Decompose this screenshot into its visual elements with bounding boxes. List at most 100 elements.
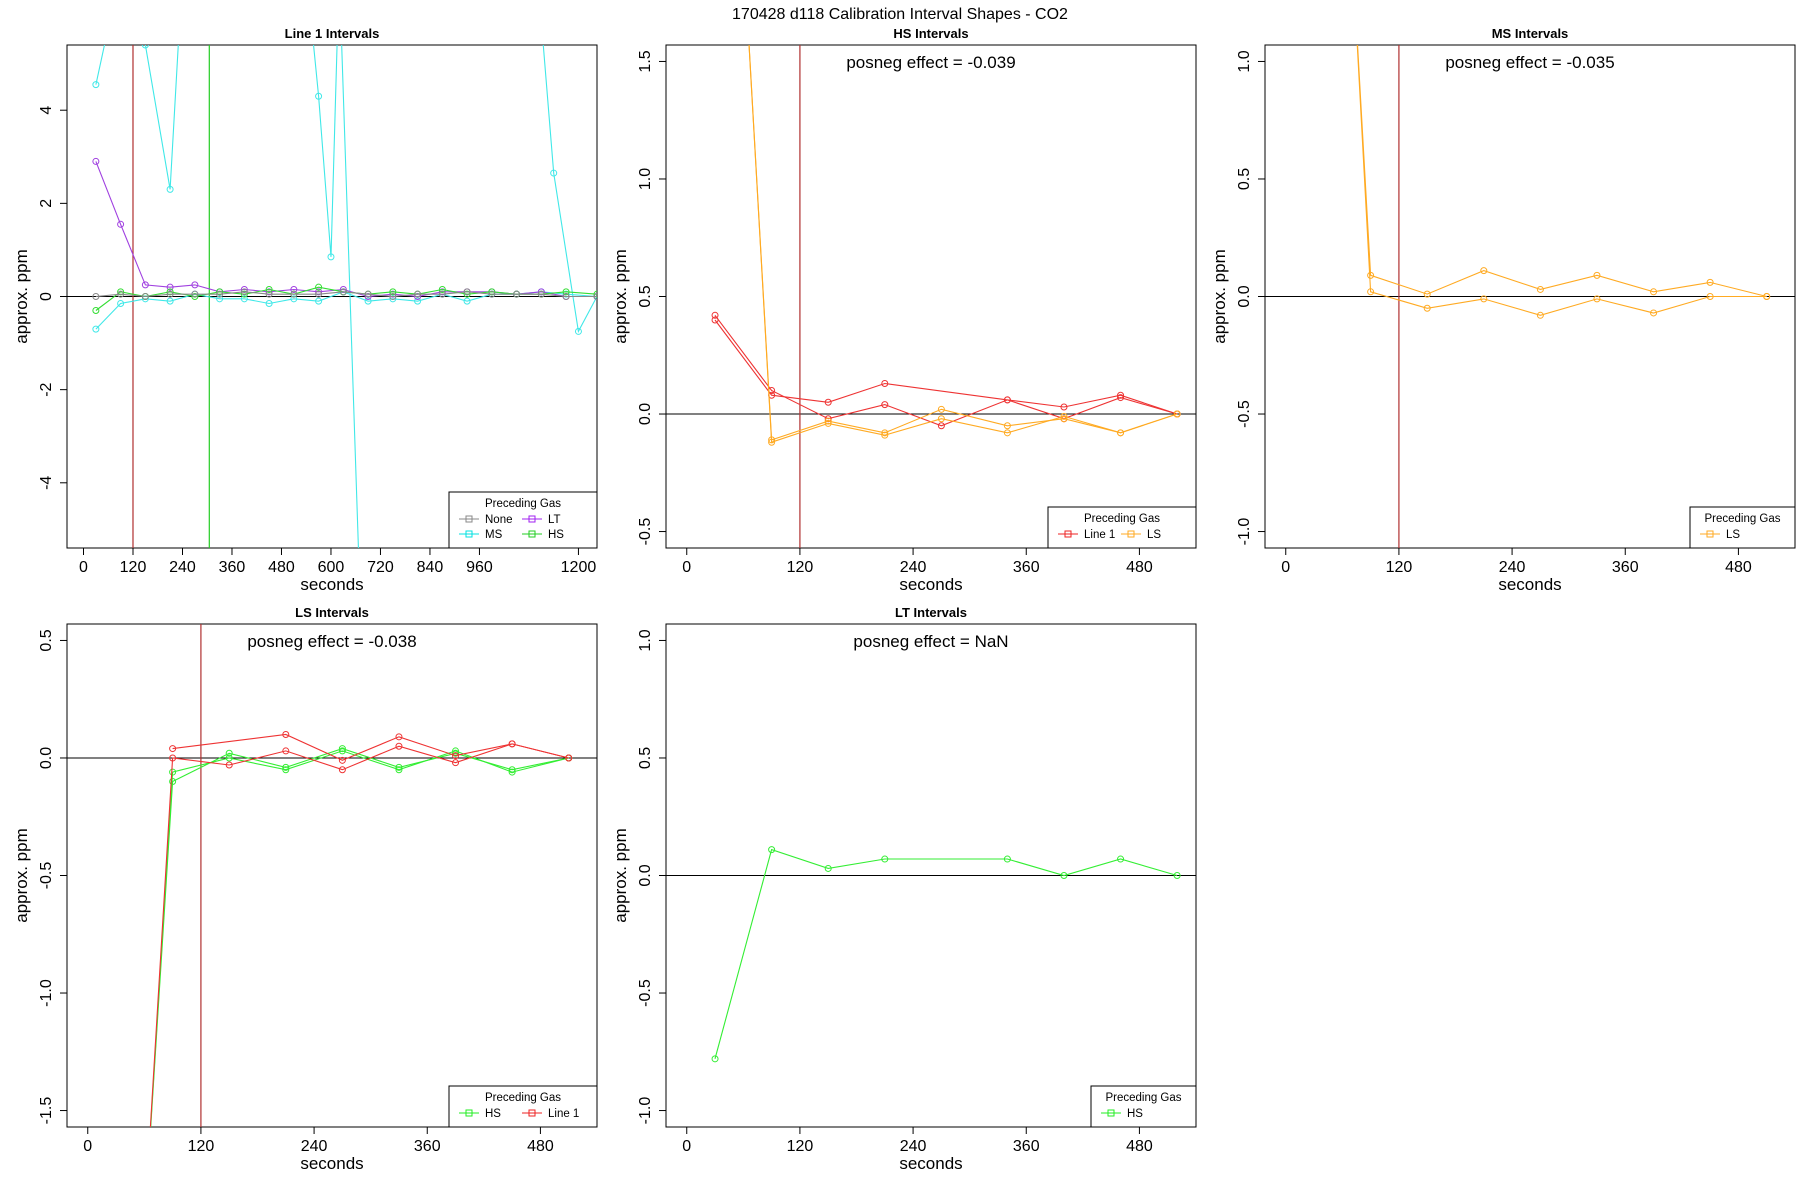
data-point: [395, 742, 403, 750]
series-line: [172, 733, 569, 761]
x-tick-label: 120: [1386, 559, 1413, 576]
y-tick-label: -0.5: [637, 979, 654, 1007]
data-point: [240, 286, 248, 294]
data-point: [824, 419, 832, 427]
legend: Preceding Gas LS: [1689, 506, 1796, 549]
data-point: [166, 297, 174, 305]
data-point: [290, 286, 298, 294]
data-point: [881, 379, 889, 387]
y-tick-label: -1.0: [1236, 518, 1253, 546]
panel-3: MS Intervals 0 120 240 360 480 -1.0 -0.5 0.0 0.5 1…: [1210, 26, 1796, 594]
data-point: [92, 325, 100, 333]
y-tick-label: 4: [38, 106, 55, 115]
data-point: [395, 733, 403, 741]
x-tick-label: 120: [120, 559, 147, 576]
data-point: [1060, 403, 1068, 411]
data-point: [92, 157, 100, 165]
y-tick-label: -0.5: [637, 518, 654, 546]
data-point: [562, 293, 570, 300]
series-line: [95, 45, 179, 190]
plot-area: [67, 624, 597, 1127]
x-tick-label: 480: [1126, 559, 1153, 576]
series-line: [150, 750, 569, 1127]
legend-swatch-marker: [528, 515, 536, 523]
data-point: [1423, 290, 1431, 298]
x-tick-label: 0: [682, 559, 691, 576]
legend-entry: HS: [548, 529, 564, 541]
x-tick-label: 720: [367, 559, 394, 576]
data-point: [315, 283, 323, 291]
data-point: [169, 768, 177, 776]
data-point: [282, 766, 290, 774]
data-point: [438, 286, 446, 294]
legend-entry: MS: [485, 529, 503, 541]
x-tick-label: 360: [1013, 559, 1040, 576]
plot-area: [666, 846, 1196, 1063]
y-tick-label: 2: [38, 199, 55, 208]
legend-title: Preceding Gas: [485, 498, 561, 510]
data-point: [824, 417, 832, 425]
data-point: [327, 253, 335, 261]
data-point: [438, 290, 446, 298]
data-point: [364, 293, 372, 300]
data-point: [395, 763, 403, 771]
data-point: [824, 415, 832, 423]
posneg-annotation: posneg effect = -0.035: [1445, 53, 1614, 72]
data-point: [1593, 295, 1601, 303]
x-tick-label: 480: [527, 1138, 554, 1155]
data-point: [508, 768, 516, 776]
legend-entry: None: [485, 514, 513, 526]
posneg-annotation: posneg effect = NaN: [853, 632, 1008, 651]
y-tick-label: -0.5: [1236, 400, 1253, 428]
data-point: [339, 288, 347, 296]
data-point: [141, 281, 149, 289]
x-tick-label: 960: [466, 559, 493, 576]
data-point: [1117, 394, 1125, 402]
y-tick-label: 0.5: [38, 629, 55, 651]
data-point: [1593, 271, 1601, 279]
y-tick-label: -1.0: [38, 979, 55, 1007]
data-point: [562, 288, 570, 296]
data-point: [768, 846, 776, 854]
data-point: [282, 747, 290, 755]
y-tick-label: 0.5: [1236, 168, 1253, 190]
legend-entry: Line 1: [1084, 529, 1115, 541]
posneg-annotation: posneg effect = -0.039: [846, 53, 1015, 72]
x-tick-label: 240: [900, 559, 927, 576]
data-point: [1003, 429, 1011, 437]
data-point: [92, 306, 100, 314]
legend-title: Preceding Gas: [1105, 1092, 1181, 1104]
data-point: [537, 290, 545, 298]
y-tick-label: 1.0: [637, 629, 654, 651]
data-point: [537, 288, 545, 296]
data-point: [389, 290, 397, 298]
data-point: [1003, 396, 1011, 404]
legend-swatch-marker: [1127, 530, 1135, 538]
data-point: [1117, 855, 1125, 863]
data-point: [389, 288, 397, 296]
data-point: [1367, 288, 1375, 296]
data-point: [1650, 309, 1658, 317]
data-point: [191, 290, 199, 298]
data-point: [364, 290, 372, 298]
data-point: [414, 290, 422, 298]
data-point: [117, 290, 125, 298]
series-line: [1356, 45, 1767, 298]
data-point: [881, 401, 889, 409]
data-point: [315, 92, 323, 100]
legend-swatch-marker: [1064, 530, 1072, 538]
data-point: [225, 761, 233, 769]
x-tick-label: 240: [1499, 559, 1526, 576]
series-line: [748, 45, 1178, 441]
legend-entry: Line 1: [548, 1108, 579, 1120]
posneg-annotation: posneg effect = -0.038: [247, 632, 416, 651]
data-point: [565, 754, 573, 762]
data-point: [452, 749, 460, 757]
data-point: [574, 327, 582, 335]
legend-swatch-marker: [1706, 530, 1714, 538]
legend-entry: HS: [1127, 1108, 1143, 1120]
data-point: [513, 290, 521, 298]
data-point: [166, 283, 174, 291]
